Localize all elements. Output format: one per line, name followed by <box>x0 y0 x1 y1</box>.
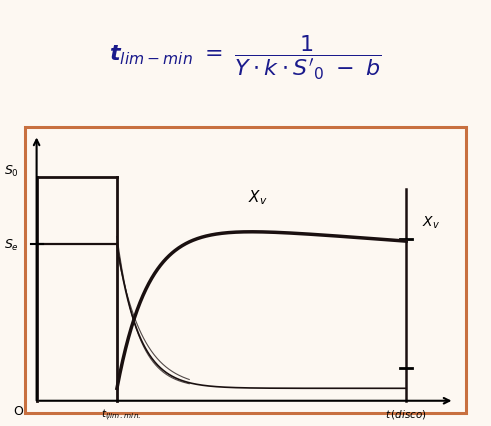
Text: $X_v$: $X_v$ <box>248 188 267 207</box>
Text: $t_{(lim.\,min.}$: $t_{(lim.\,min.}$ <box>101 407 141 423</box>
Text: $t\,(disco)$: $t\,(disco)$ <box>385 407 427 420</box>
Text: $S_0$: $S_0$ <box>3 164 19 179</box>
Text: O: O <box>14 405 24 417</box>
Text: $S_e$: $S_e$ <box>3 237 19 252</box>
Text: $\boldsymbol{t}_{lim-min}\ =\ \dfrac{1}{Y \cdot k \cdot S'_0\ -\ b}$: $\boldsymbol{t}_{lim-min}\ =\ \dfrac{1}{… <box>109 34 382 81</box>
Text: $X_v$: $X_v$ <box>422 214 440 230</box>
